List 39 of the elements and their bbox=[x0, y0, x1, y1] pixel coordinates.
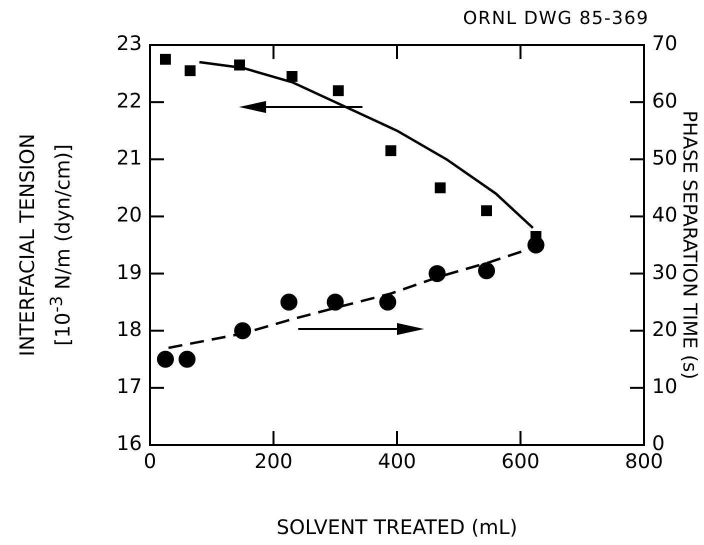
point bbox=[379, 294, 396, 311]
point bbox=[434, 182, 446, 194]
x-axis-title: SOLVENT TREATED (mL) bbox=[276, 515, 518, 540]
y-tick-label: 18 bbox=[116, 316, 142, 341]
point bbox=[184, 65, 196, 76]
y-tick-label: 16 bbox=[116, 431, 142, 456]
point bbox=[326, 294, 344, 311]
x-tick-label: 200 bbox=[254, 449, 293, 474]
y-tick-label: 19 bbox=[116, 260, 142, 284]
point bbox=[481, 205, 492, 216]
y-tick-label: 17 bbox=[116, 374, 142, 398]
y2-tick-label: 60 bbox=[652, 88, 678, 112]
x-tick-label: 0 bbox=[144, 449, 156, 474]
y-tick-label: 20 bbox=[116, 202, 142, 227]
y2-tick-label: 30 bbox=[652, 260, 678, 284]
point bbox=[234, 60, 245, 70]
y-tick-label: 23 bbox=[116, 31, 142, 56]
point bbox=[160, 54, 171, 65]
point bbox=[478, 262, 496, 280]
y2-tick-label: 10 bbox=[652, 374, 678, 398]
point bbox=[385, 145, 396, 156]
point bbox=[428, 265, 446, 282]
point bbox=[286, 70, 298, 82]
point bbox=[280, 294, 298, 311]
y-tick-label: 22 bbox=[116, 88, 142, 112]
point bbox=[234, 322, 252, 340]
y2-tick-label: 70 bbox=[652, 31, 678, 56]
point bbox=[156, 350, 174, 368]
x-tick-label: 400 bbox=[378, 449, 416, 474]
x-tick-label: 800 bbox=[624, 449, 664, 474]
y2-tick-label: 20 bbox=[652, 316, 678, 341]
x-tick-label: 600 bbox=[501, 449, 540, 474]
y2-tick-label: 50 bbox=[652, 145, 678, 170]
y2-tick-label: 40 bbox=[652, 202, 678, 227]
text: ORNL DWG 85-369 bbox=[463, 8, 649, 29]
point bbox=[332, 85, 344, 96]
point bbox=[178, 350, 196, 368]
y-tick-label: 21 bbox=[116, 145, 142, 170]
y2-axis-title: PHASE SEPARATION TIME (s) bbox=[678, 110, 701, 380]
